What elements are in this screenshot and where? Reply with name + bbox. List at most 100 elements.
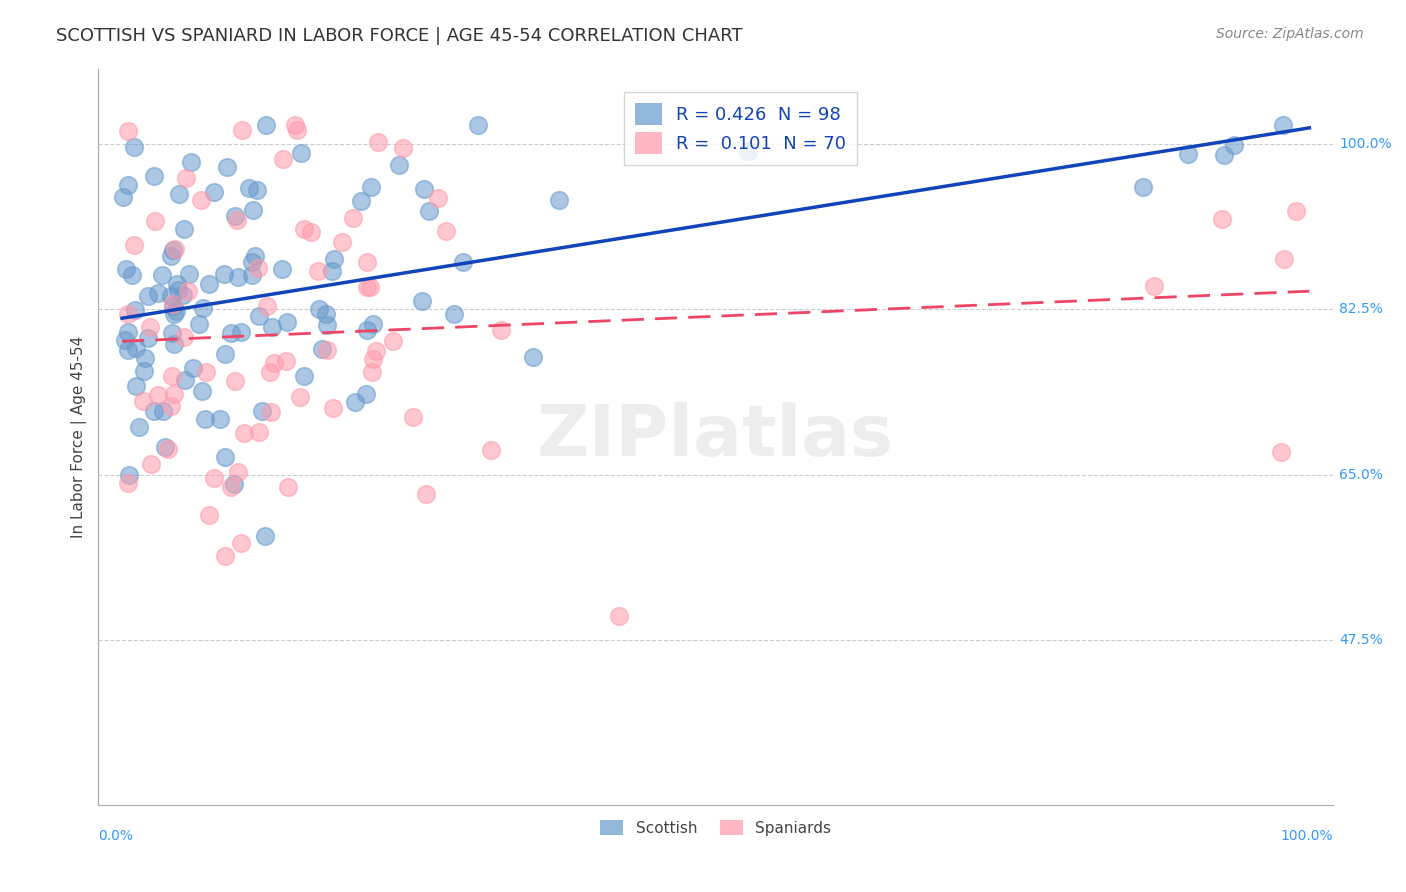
Point [308,302,330,317]
Point [125,342,148,356]
Point [162,244,184,258]
Point [142,169,165,184]
Point [214,549,236,563]
Point [114,262,136,277]
Point [232,426,254,441]
Point [174,170,197,185]
Point [315,306,337,320]
Point [548,193,571,207]
Point [322,252,344,267]
Point [522,350,544,364]
Text: 47.5%: 47.5% [1339,633,1384,647]
Point [138,330,160,344]
Text: 0.0%: 0.0% [98,829,134,843]
Point [418,204,440,219]
Point [163,242,186,256]
Point [247,309,270,323]
Point [356,323,378,337]
Point [165,303,187,318]
Point [124,379,146,393]
Point [122,238,145,252]
Point [160,289,183,303]
Point [224,374,246,388]
Point [479,442,502,457]
Point [271,153,294,167]
Point [392,141,415,155]
Point [322,401,344,416]
Point [411,293,433,308]
Point [117,476,139,491]
Point [173,222,195,236]
Point [162,297,184,311]
Point [254,529,277,543]
Point [163,387,186,401]
Point [254,118,277,132]
Y-axis label: In Labor Force | Age 45-54: In Labor Force | Age 45-54 [72,335,87,538]
Point [292,221,315,235]
Point [198,508,221,523]
Point [139,320,162,334]
Point [401,409,423,424]
Point [226,465,249,479]
Point [117,307,139,321]
Point [350,194,373,208]
Point [246,183,269,197]
Text: SCOTTISH VS SPANIARD IN LABOR FORCE | AGE 45-54 CORRELATION CHART: SCOTTISH VS SPANIARD IN LABOR FORCE | AG… [56,27,742,45]
Point [1211,212,1233,227]
Point [156,442,179,457]
Point [443,307,465,321]
Point [134,351,156,365]
Point [229,535,252,549]
Point [217,160,239,174]
Point [162,299,184,313]
Point [167,283,190,297]
Point [214,267,236,281]
Point [114,333,136,347]
Point [367,135,389,149]
Point [148,285,170,300]
Point [356,280,378,294]
Point [607,609,630,624]
Point [381,334,404,348]
Point [174,373,197,387]
Point [117,325,139,339]
Point [191,384,214,398]
Point [141,457,163,471]
Point [231,123,253,137]
Point [413,182,436,196]
Point [1212,148,1234,162]
Point [111,190,134,204]
Point [489,322,512,336]
Point [188,317,211,331]
Point [122,140,145,154]
Point [256,299,278,313]
Point [246,261,269,276]
Point [177,285,200,299]
Point [1223,138,1246,153]
Point [299,225,322,239]
Point [214,347,236,361]
Point [737,144,759,158]
Point [160,369,183,384]
Point [451,255,474,269]
Point [1143,279,1166,293]
Point [194,365,217,379]
Point [290,390,312,404]
Point [173,329,195,343]
Point [202,186,225,200]
Point [124,302,146,317]
Point [152,404,174,418]
Point [361,365,384,379]
Point [1285,204,1308,219]
Point [316,318,339,332]
Point [150,268,173,282]
Point [467,118,489,132]
Point [311,343,333,357]
Point [214,450,236,465]
Point [190,193,212,207]
Text: 100.0%: 100.0% [1281,829,1333,843]
Point [344,395,367,409]
Point [155,440,177,454]
Point [180,155,202,169]
Point [242,202,264,217]
